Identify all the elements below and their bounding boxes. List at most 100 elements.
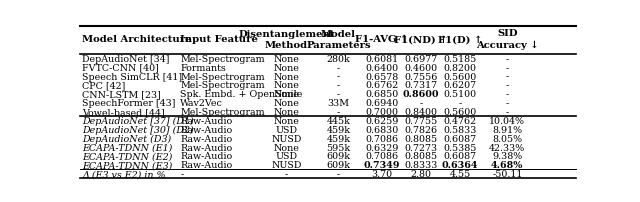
Text: Raw-Audio: Raw-Audio [180, 125, 232, 134]
Text: Mel-Spectrogram: Mel-Spectrogram [180, 81, 265, 90]
Text: 0.4762: 0.4762 [444, 116, 477, 125]
Text: 42.33%: 42.33% [489, 143, 525, 152]
Text: 33M: 33M [328, 99, 349, 108]
Text: 0.6850: 0.6850 [365, 90, 399, 99]
Text: 0.7826: 0.7826 [404, 125, 438, 134]
Text: -: - [506, 99, 509, 108]
Text: Wav2Vec: Wav2Vec [180, 99, 223, 108]
Text: 0.6259: 0.6259 [365, 116, 399, 125]
Text: Raw-Audio: Raw-Audio [180, 116, 232, 125]
Text: -: - [337, 81, 340, 90]
Text: 0.6830: 0.6830 [365, 125, 399, 134]
Text: ECAPA-TDNN (E2): ECAPA-TDNN (E2) [83, 152, 173, 161]
Text: -: - [337, 107, 340, 117]
Text: ECAPA-TDNN (E3): ECAPA-TDNN (E3) [83, 161, 173, 169]
Text: -: - [506, 107, 509, 117]
Text: 4.68%: 4.68% [491, 161, 524, 169]
Text: 0.6977: 0.6977 [404, 55, 438, 63]
Text: 2.80: 2.80 [411, 169, 432, 178]
Text: -: - [506, 72, 509, 81]
Text: F1-AVG ↑: F1-AVG ↑ [355, 35, 409, 44]
Text: 0.6400: 0.6400 [365, 63, 399, 72]
Text: SID
Accuracy ↓: SID Accuracy ↓ [476, 29, 539, 49]
Text: -: - [285, 169, 288, 178]
Text: Disentanglement
Method: Disentanglement Method [238, 29, 335, 49]
Text: 0.6087: 0.6087 [444, 134, 477, 143]
Text: -: - [337, 72, 340, 81]
Text: Raw-Audio: Raw-Audio [180, 161, 232, 169]
Text: 10.04%: 10.04% [490, 116, 525, 125]
Text: None: None [273, 90, 300, 99]
Text: Model
Parameters: Model Parameters [306, 29, 371, 49]
Text: 0.8600: 0.8600 [403, 90, 440, 99]
Text: 595k: 595k [326, 143, 351, 152]
Text: DepAudioNet [30] (D2): DepAudioNet [30] (D2) [83, 125, 194, 134]
Text: -: - [420, 99, 423, 108]
Text: 0.7755: 0.7755 [404, 116, 438, 125]
Text: 0.7273: 0.7273 [404, 143, 438, 152]
Text: Mel-Spectrogram: Mel-Spectrogram [180, 55, 265, 63]
Text: 0.6207: 0.6207 [444, 81, 477, 90]
Text: F1(ND) ↑: F1(ND) ↑ [394, 35, 448, 44]
Text: 0.7086: 0.7086 [365, 152, 399, 161]
Text: Δ (E3 vs E2) in %: Δ (E3 vs E2) in % [83, 169, 166, 178]
Text: -: - [337, 90, 340, 99]
Text: None: None [273, 99, 300, 108]
Text: Raw-Audio: Raw-Audio [180, 143, 232, 152]
Text: 8.05%: 8.05% [492, 134, 522, 143]
Text: DepAudioNet [37] (D1): DepAudioNet [37] (D1) [83, 116, 194, 125]
Text: 609k: 609k [326, 152, 351, 161]
Text: 0.5100: 0.5100 [444, 90, 477, 99]
Text: 0.8333: 0.8333 [404, 161, 438, 169]
Text: 0.7317: 0.7317 [404, 81, 438, 90]
Text: 0.8085: 0.8085 [404, 152, 438, 161]
Text: 609k: 609k [326, 161, 351, 169]
Text: USD: USD [275, 152, 298, 161]
Text: 3.70: 3.70 [371, 169, 392, 178]
Text: None: None [273, 55, 300, 63]
Text: -50.11: -50.11 [492, 169, 522, 178]
Text: None: None [273, 63, 300, 72]
Text: CNN-LSTM [23]: CNN-LSTM [23] [83, 90, 161, 99]
Text: 0.6940: 0.6940 [365, 99, 399, 108]
Text: Speech SimCLR [41]: Speech SimCLR [41] [83, 72, 182, 81]
Text: Vowel-based [44]: Vowel-based [44] [83, 107, 165, 117]
Text: 4.55: 4.55 [449, 169, 470, 178]
Text: USD: USD [275, 125, 298, 134]
Text: 0.5833: 0.5833 [444, 125, 477, 134]
Text: 0.5385: 0.5385 [444, 143, 477, 152]
Text: -: - [180, 169, 184, 178]
Text: 0.6087: 0.6087 [444, 152, 477, 161]
Text: 459k: 459k [326, 134, 351, 143]
Text: ECAPA-TDNN (E1): ECAPA-TDNN (E1) [83, 143, 173, 152]
Text: -: - [458, 99, 461, 108]
Text: 0.5600: 0.5600 [444, 72, 477, 81]
Text: Model Architecture: Model Architecture [83, 35, 192, 44]
Text: None: None [273, 143, 300, 152]
Text: Raw-Audio: Raw-Audio [180, 152, 232, 161]
Text: Formants: Formants [180, 63, 226, 72]
Text: 0.7349: 0.7349 [364, 161, 400, 169]
Text: None: None [273, 116, 300, 125]
Text: None: None [273, 81, 300, 90]
Text: 0.5600: 0.5600 [444, 107, 477, 117]
Text: CPC [42]: CPC [42] [83, 81, 126, 90]
Text: NUSD: NUSD [271, 161, 301, 169]
Text: 0.4600: 0.4600 [404, 63, 438, 72]
Text: 0.6578: 0.6578 [365, 72, 399, 81]
Text: 0.8200: 0.8200 [444, 63, 476, 72]
Text: 0.8085: 0.8085 [404, 134, 438, 143]
Text: None: None [273, 107, 300, 117]
Text: 0.7556: 0.7556 [404, 72, 438, 81]
Text: 0.7000: 0.7000 [365, 107, 399, 117]
Text: 0.6081: 0.6081 [365, 55, 399, 63]
Text: F1(D) ↑: F1(D) ↑ [438, 35, 482, 44]
Text: Spk. Embd. + OpenSmile: Spk. Embd. + OpenSmile [180, 90, 303, 99]
Text: 0.6329: 0.6329 [365, 143, 399, 152]
Text: 0.5185: 0.5185 [444, 55, 477, 63]
Text: Input Feature: Input Feature [180, 35, 258, 44]
Text: -: - [337, 63, 340, 72]
Text: DepAudioNet [34]: DepAudioNet [34] [83, 55, 170, 63]
Text: -: - [506, 90, 509, 99]
Text: 0.6364: 0.6364 [442, 161, 478, 169]
